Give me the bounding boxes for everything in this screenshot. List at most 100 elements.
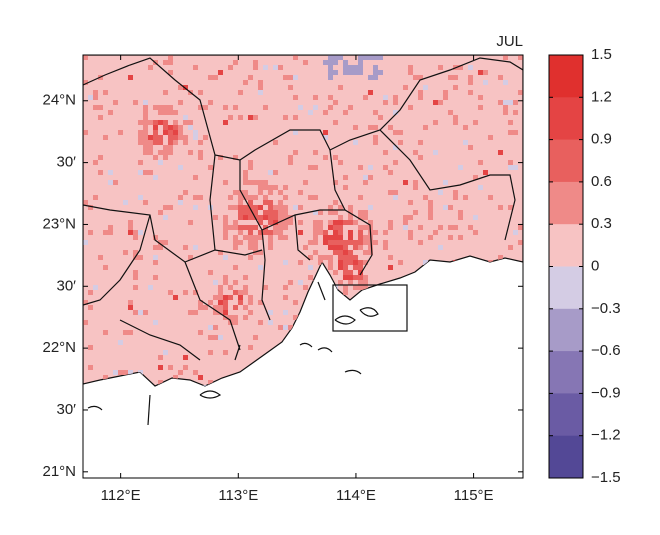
pixel bbox=[353, 140, 358, 145]
pixel bbox=[368, 175, 373, 180]
pixel bbox=[93, 95, 98, 100]
pixel bbox=[258, 235, 263, 240]
pixel bbox=[138, 195, 143, 200]
pixel bbox=[348, 270, 353, 275]
pixel bbox=[343, 185, 348, 190]
pixel bbox=[208, 100, 213, 105]
pixel bbox=[183, 290, 188, 295]
pixel bbox=[308, 110, 313, 115]
pixel bbox=[363, 175, 368, 180]
pixel bbox=[153, 235, 158, 240]
pixel bbox=[158, 110, 163, 115]
pixel bbox=[428, 215, 433, 220]
pixel bbox=[373, 70, 378, 75]
pixel bbox=[93, 285, 98, 290]
pixel bbox=[158, 150, 163, 155]
pixel bbox=[498, 150, 503, 155]
pixel bbox=[403, 85, 408, 90]
plot-frame bbox=[82, 54, 524, 479]
pixel bbox=[143, 125, 148, 130]
pixel bbox=[513, 130, 518, 135]
pixel bbox=[153, 275, 158, 280]
colorbar-tick-label: 0.3 bbox=[591, 215, 612, 232]
pixel bbox=[213, 295, 218, 300]
pixel bbox=[293, 75, 298, 80]
pixel bbox=[388, 265, 393, 270]
pixel bbox=[363, 260, 368, 265]
pixel bbox=[248, 300, 253, 305]
pixel bbox=[108, 180, 113, 185]
pixel bbox=[468, 75, 473, 80]
pixel bbox=[358, 240, 363, 245]
pixel bbox=[183, 365, 188, 370]
pixel bbox=[323, 110, 328, 115]
pixel bbox=[363, 275, 368, 280]
pixel bbox=[393, 100, 398, 105]
pixel bbox=[178, 135, 183, 140]
pixel bbox=[348, 215, 353, 220]
pixel bbox=[418, 155, 423, 160]
pixel bbox=[198, 195, 203, 200]
pixel bbox=[98, 170, 103, 175]
pixel bbox=[283, 325, 288, 330]
pixel bbox=[243, 190, 248, 195]
pixel bbox=[243, 180, 248, 185]
pixel bbox=[363, 285, 368, 290]
pixel bbox=[248, 200, 253, 205]
pixel bbox=[508, 120, 513, 125]
pixel bbox=[198, 155, 203, 160]
pixel bbox=[368, 75, 373, 80]
pixel bbox=[128, 230, 133, 235]
pixel bbox=[143, 120, 148, 125]
colorbar-tick-label: 1.2 bbox=[591, 88, 612, 105]
pixel bbox=[193, 245, 198, 250]
pixel bbox=[88, 365, 93, 370]
pixel bbox=[243, 205, 248, 210]
pixel bbox=[458, 165, 463, 170]
pixel bbox=[338, 280, 343, 285]
x-tick-label: 113°E bbox=[218, 487, 258, 504]
pixel bbox=[303, 285, 308, 290]
pixel bbox=[373, 230, 378, 235]
pixel bbox=[333, 55, 338, 60]
pixel bbox=[333, 235, 338, 240]
pixel bbox=[363, 240, 368, 245]
pixel bbox=[298, 105, 303, 110]
pixel bbox=[468, 145, 473, 150]
pixel bbox=[388, 190, 393, 195]
pixel bbox=[503, 100, 508, 105]
colorbar-swatch bbox=[549, 55, 583, 98]
colorbar-tick-label: −0.3 bbox=[591, 300, 621, 317]
pixel bbox=[323, 255, 328, 260]
pixel bbox=[328, 65, 333, 70]
pixel bbox=[343, 255, 348, 260]
y-tick-label: 30′ bbox=[57, 154, 77, 171]
pixel bbox=[338, 205, 343, 210]
colorbar-swatch bbox=[549, 351, 583, 394]
pixel bbox=[253, 195, 258, 200]
pixel bbox=[308, 240, 313, 245]
pixel bbox=[373, 135, 378, 140]
pixel bbox=[458, 210, 463, 215]
pixel bbox=[88, 95, 93, 100]
pixel bbox=[223, 235, 228, 240]
pixel bbox=[373, 55, 378, 60]
pixel bbox=[333, 60, 338, 65]
pixel bbox=[218, 300, 223, 305]
pixel bbox=[358, 195, 363, 200]
pixel bbox=[453, 85, 458, 90]
pixel bbox=[258, 205, 263, 210]
pixel bbox=[388, 255, 393, 260]
pixel bbox=[248, 345, 253, 350]
pixel bbox=[103, 330, 108, 335]
pixel bbox=[218, 155, 223, 160]
pixel bbox=[228, 225, 233, 230]
pixel bbox=[108, 225, 113, 230]
pixel bbox=[348, 210, 353, 215]
pixel bbox=[173, 130, 178, 135]
pixel bbox=[98, 115, 103, 120]
pixel bbox=[313, 150, 318, 155]
pixel bbox=[463, 125, 468, 130]
pixel bbox=[408, 65, 413, 70]
pixel bbox=[183, 115, 188, 120]
